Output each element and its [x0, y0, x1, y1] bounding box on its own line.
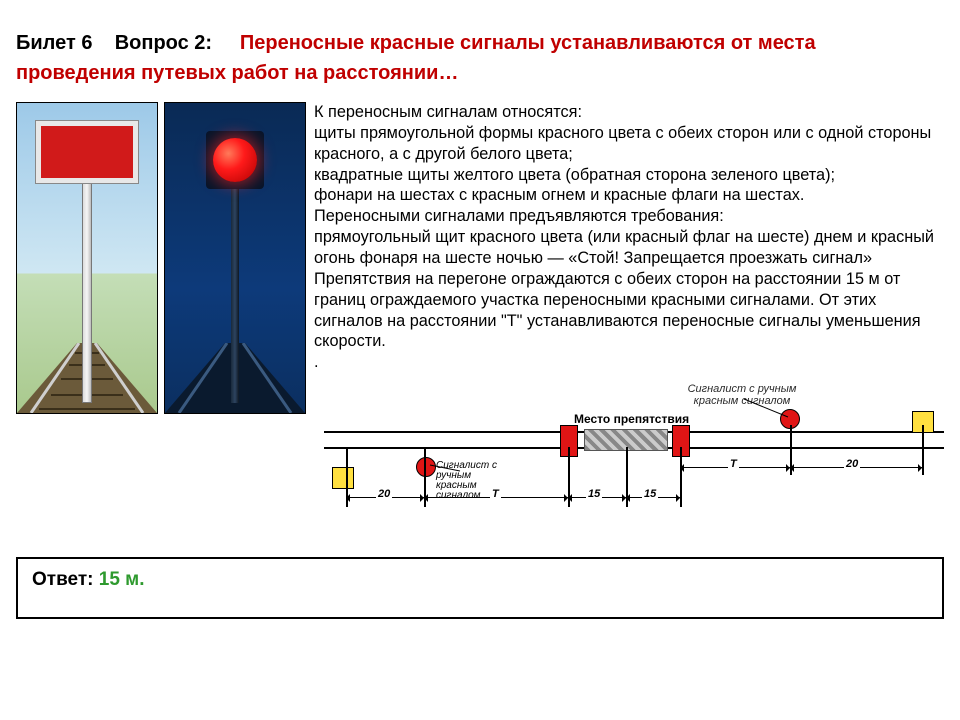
- track-diagram: Сигналист с ручным красным сигналом Мест…: [324, 381, 944, 541]
- text-line: .: [314, 352, 944, 373]
- answer-box: Ответ: 15 м.: [16, 557, 944, 619]
- explanation-text: К переносным сигналам относятся: щиты пр…: [314, 102, 944, 541]
- question-heading: Билет 6 Вопрос 2: Переносные красные сиг…: [16, 28, 944, 88]
- yellow-shield-left: [332, 467, 354, 489]
- text-line: прямоугольный щит красного цвета (или кр…: [314, 227, 944, 269]
- signalman-label-bottom: Сигналист с ручным красным сигналом: [436, 461, 506, 501]
- question-text-line1: Переносные красные сигналы устанавливают…: [240, 32, 816, 54]
- lamp-housing: [206, 131, 264, 189]
- question-number: Вопрос 2:: [115, 32, 212, 54]
- answer-prefix: Ответ:: [32, 569, 99, 590]
- dim-T: T: [728, 457, 739, 471]
- text-line: К переносным сигналам относятся:: [314, 102, 944, 123]
- ticket-number: Билет 6: [16, 32, 92, 54]
- text-line: фонари на шестах с красным огнем и красн…: [314, 185, 944, 206]
- day-signal-illustration: [16, 102, 158, 414]
- page: Билет 6 Вопрос 2: Переносные красные сиг…: [0, 0, 960, 635]
- content-row: К переносным сигналам относятся: щиты пр…: [16, 102, 944, 541]
- question-text-line2: проведения путевых работ на расстоянии…: [16, 62, 458, 84]
- answer-value: 15 м.: [99, 569, 145, 590]
- red-rectangular-board: [36, 121, 138, 183]
- illustrations: [16, 102, 306, 541]
- signal-pole: [82, 171, 92, 403]
- dim-15: 15: [586, 487, 602, 501]
- signal-pole-night: [231, 153, 239, 403]
- red-lamp-light: [213, 138, 257, 182]
- text-line: Переносными сигналами предъявляются треб…: [314, 206, 944, 227]
- dim-20: 20: [844, 457, 860, 471]
- signalman-red-left: [416, 457, 436, 477]
- dim-15: 15: [642, 487, 658, 501]
- text-line: Препятствия на перегоне ограждаются с об…: [314, 269, 944, 352]
- dim-20: 20: [376, 487, 392, 501]
- night-signal-illustration: [164, 102, 306, 414]
- text-line: квадратные щиты желтого цвета (обратная …: [314, 165, 944, 186]
- signalman-label-top: Сигналист с ручным красным сигналом: [682, 383, 802, 407]
- text-line: щиты прямоугольной формы красного цвета …: [314, 123, 944, 165]
